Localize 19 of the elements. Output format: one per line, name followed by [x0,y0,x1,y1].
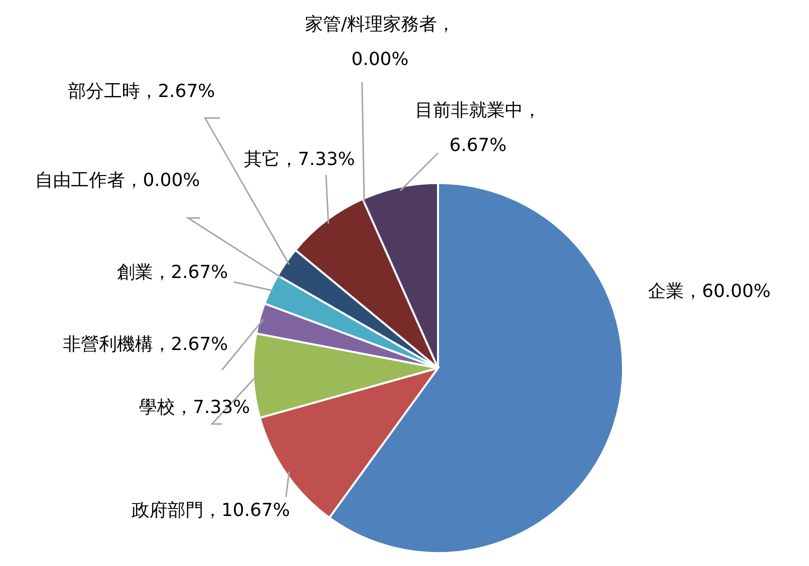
slice-label: 創業 [116,262,153,283]
slice-label: 學校 [138,397,175,418]
slice-label: 企業 [648,281,684,302]
text: 0.00% [351,49,409,70]
data-label: ，2.67% [152,334,228,355]
slice-label: 其它 [244,149,280,170]
category-label: 家管/料理家務者， [304,14,456,35]
data-label: ，7.33% [174,397,250,418]
category-label: 自由工作者 [34,170,125,191]
data-label: ，10.67% [203,500,290,521]
slice-label: 目前非就業中，6.67% [415,100,541,156]
data-label: ，2.67% [152,262,228,283]
data-label: ，60.00% [684,281,771,302]
slice-label: 政府部門 [131,500,204,521]
data-label: ，7.33% [280,149,355,170]
slice-label: 部分工時 [68,81,140,102]
data-label: ，2.67% [140,81,215,102]
text: ，0.00% [124,170,200,191]
slice-label: 非營利機構 [62,334,153,355]
